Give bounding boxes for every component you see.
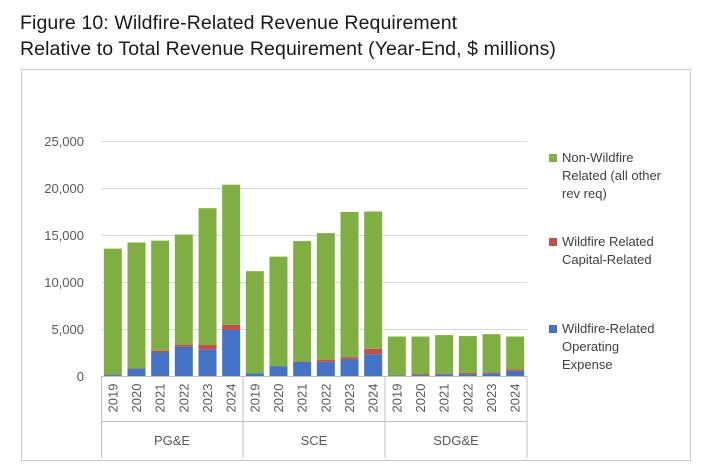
x-tick-label: 2024	[508, 384, 523, 413]
bar-segment	[482, 334, 501, 373]
x-tick-label: 2019	[247, 384, 262, 413]
x-tick-label: 2023	[200, 384, 215, 413]
x-tick-label: 2022	[176, 384, 191, 413]
bar-segment	[127, 368, 146, 376]
bar-segment	[198, 349, 217, 376]
bar-segment	[316, 360, 335, 362]
bar-segment	[411, 375, 430, 376]
bar-segment	[151, 352, 170, 376]
bar-segment	[245, 373, 264, 376]
bar-segment	[316, 361, 335, 376]
x-tick-label: 2021	[437, 384, 452, 413]
bar-segment	[340, 357, 359, 360]
bar-segment	[127, 242, 146, 369]
y-tick-label: 10,000	[44, 275, 84, 290]
legend-swatch-capital-related	[549, 238, 557, 246]
legend-label-capital-related: Wildfire Related Capital-Related	[562, 233, 694, 269]
bar-segment	[198, 208, 217, 345]
bar-segment	[269, 256, 288, 367]
legend-text: Expense	[562, 357, 613, 372]
legend-text: rev req)	[562, 186, 607, 201]
bar-segment	[364, 211, 383, 349]
x-tick-label: 2021	[153, 384, 168, 413]
legend-swatch-non-wildfire	[549, 154, 557, 162]
bar-segment	[364, 348, 383, 355]
x-tick-label: 2019	[389, 384, 404, 413]
bar-segment	[316, 233, 335, 361]
x-tick-label: 2022	[318, 384, 333, 413]
bar-segment	[174, 346, 193, 376]
bar-segment	[506, 369, 525, 371]
bar-segment	[506, 370, 525, 376]
bar-segment	[435, 335, 454, 374]
legend-text: Related (all other	[562, 168, 661, 183]
y-tick-label: 0	[77, 369, 84, 384]
y-tick-label: 5,000	[51, 322, 84, 337]
x-tick-label: 2023	[484, 384, 499, 413]
bar-segment	[151, 240, 170, 351]
bar-segment	[458, 372, 477, 375]
legend-swatch-operating-expense	[549, 325, 557, 333]
caption-line-1: Figure 10: Wildfire-Related Revenue Requ…	[20, 12, 458, 34]
x-tick-label: 2020	[271, 384, 286, 413]
bar-segment	[222, 184, 241, 325]
bar-segment	[387, 336, 406, 376]
legend-text: Non-Wildfire	[562, 150, 634, 165]
x-tick-label: 2021	[295, 384, 310, 413]
bar-segment	[174, 234, 193, 345]
bar-segment	[103, 375, 122, 376]
x-tick-label: 2024	[366, 384, 381, 413]
bar-segment	[269, 366, 288, 376]
x-tick-label: 2020	[129, 384, 144, 413]
group-label: SDG&E	[433, 433, 479, 448]
y-tick-label: 20,000	[44, 181, 84, 196]
group-label: PG&E	[154, 433, 190, 448]
group-label: SCE	[301, 433, 328, 448]
bar-segment	[482, 373, 501, 376]
y-tick-label: 15,000	[44, 228, 84, 243]
y-tick-label: 25,000	[44, 134, 84, 149]
bar-segment	[222, 324, 241, 330]
bar-segment	[435, 374, 454, 376]
legend-text: Wildfire-Related	[562, 321, 655, 336]
caption-line-2: Relative to Total Revenue Requirement (Y…	[20, 38, 557, 60]
bar-segment	[458, 336, 477, 373]
x-tick-label: 2023	[342, 384, 357, 413]
bar-segment	[458, 374, 477, 376]
x-tick-label: 2024	[224, 384, 239, 413]
bar-segment	[506, 336, 525, 370]
bar-segment	[340, 359, 359, 376]
figure-caption: Figure 10: Wildfire-Related Revenue Requ…	[20, 10, 556, 62]
bar-segment	[293, 361, 312, 376]
bar-segment	[340, 211, 359, 358]
bar-segment	[222, 329, 241, 376]
legend-text: Wildfire Related	[562, 234, 654, 249]
bar-segment	[151, 350, 170, 353]
bar-segment	[411, 374, 430, 376]
bar-segment	[293, 241, 312, 362]
legend-label-operating-expense: Wildfire-Related Operating Expense	[562, 320, 694, 374]
bar-segment	[198, 344, 217, 350]
legend-text: Capital-Related	[562, 252, 652, 267]
bar-segment	[245, 271, 264, 374]
legend-label-non-wildfire: Non-Wildfire Related (all other rev req)	[562, 149, 694, 203]
bar-segment	[482, 372, 501, 374]
x-tick-label: 2022	[460, 384, 475, 413]
x-tick-label: 2019	[105, 384, 120, 413]
bar-segment	[364, 354, 383, 376]
bar-segment	[103, 248, 122, 376]
x-tick-label: 2020	[413, 384, 428, 413]
bar-segment	[411, 336, 430, 375]
bar-segment	[174, 344, 193, 347]
legend-text: Operating	[562, 339, 620, 354]
